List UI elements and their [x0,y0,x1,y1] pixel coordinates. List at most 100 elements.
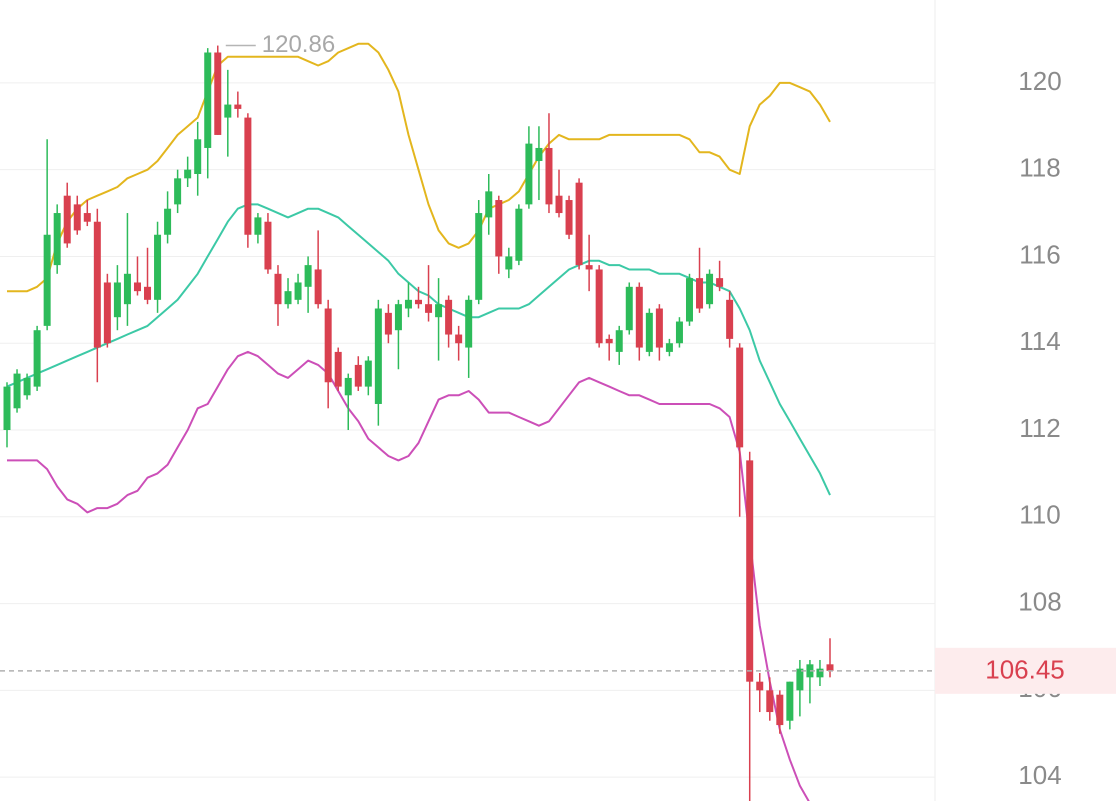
candle-body [675,321,683,344]
candle-body [73,204,81,231]
candle-body [645,312,653,352]
candle-body [615,330,623,352]
candle-body [475,213,483,300]
y-tick-label: 120 [1018,66,1061,96]
candle-body [93,221,101,348]
candle-body [244,117,252,235]
candle-body [194,139,202,174]
candle-body [164,208,172,235]
y-tick-label: 112 [1019,413,1060,443]
y-tick-label: 118 [1019,153,1060,183]
candle-body [425,304,433,313]
candle-body [455,334,463,344]
candle-body [334,351,342,387]
candle-body [746,460,754,682]
candle-body [665,343,673,352]
candle-body [816,668,824,678]
candle-body [184,169,192,179]
last-price-box [935,647,1116,694]
candle-body [344,377,352,396]
candle-body [565,200,573,235]
candle-body [555,195,563,214]
candle-body [445,299,453,335]
candle-body [144,286,152,300]
y-tick-label: 108 [1018,586,1061,616]
candle-body [495,200,503,257]
candle-body [13,373,21,409]
candle-body [525,143,533,205]
candle-body [354,364,362,387]
candle-body [3,386,11,431]
candle-body [786,681,794,721]
band-line [7,42,831,293]
candle-body [133,282,141,292]
candle-body [826,664,834,671]
candle-body [214,52,222,135]
candle-body [716,278,724,287]
candle-body [585,265,593,270]
candle-body [545,147,553,205]
candle-body [404,299,412,309]
candle-body [384,312,392,335]
candle-body [224,104,232,118]
y-tick-label: 114 [1019,326,1060,356]
candle-body [264,221,272,270]
candle-body [726,299,734,339]
candle-body [706,273,714,305]
candle-body [736,347,744,448]
candle-body [415,299,422,305]
candle-body [254,217,262,235]
candle-body [294,282,302,300]
candle-body [314,269,322,305]
candle-body [113,282,121,318]
candle-body [465,299,473,348]
candle-body [53,213,61,266]
candle-body [43,234,51,326]
candle-body [123,273,131,305]
candle-body [23,377,31,396]
candle-body [515,208,523,261]
high-annotation-label: 120.86 [262,31,335,58]
candle-body [696,278,704,309]
candle-body [605,338,613,344]
y-tick-label: 110 [1019,500,1060,530]
candle-body [234,104,242,109]
candle-body [535,147,543,161]
candle-body [435,304,443,318]
candle-body [274,273,282,305]
candle-body [83,213,91,222]
candle-body [324,308,332,383]
candle-body [806,664,814,678]
candle-body [63,195,71,244]
candle-body [625,286,633,331]
last-price-label: 106.45 [985,655,1065,685]
candle-body [33,330,41,387]
candle-body [154,234,162,300]
candle-body [485,191,493,218]
candle-body [394,304,402,331]
candle-body [655,308,663,348]
candle-body [304,265,312,287]
candle-body [505,256,513,270]
candle-body [635,286,643,348]
candle-body [374,308,382,404]
candle-body [776,694,784,726]
candle-body [103,282,111,344]
candle-body [595,269,603,344]
candles [3,45,834,801]
y-tick-label: 116 [1019,239,1060,269]
candle-body [756,681,764,691]
candle-body [204,52,212,148]
band-line [7,350,810,801]
candle-body [174,178,182,205]
candle-body [284,291,292,305]
y-tick-label: 104 [1018,760,1061,790]
candle-body [796,668,804,691]
candle-body [364,360,372,387]
candle-body [685,278,693,322]
candle-body [766,690,774,713]
